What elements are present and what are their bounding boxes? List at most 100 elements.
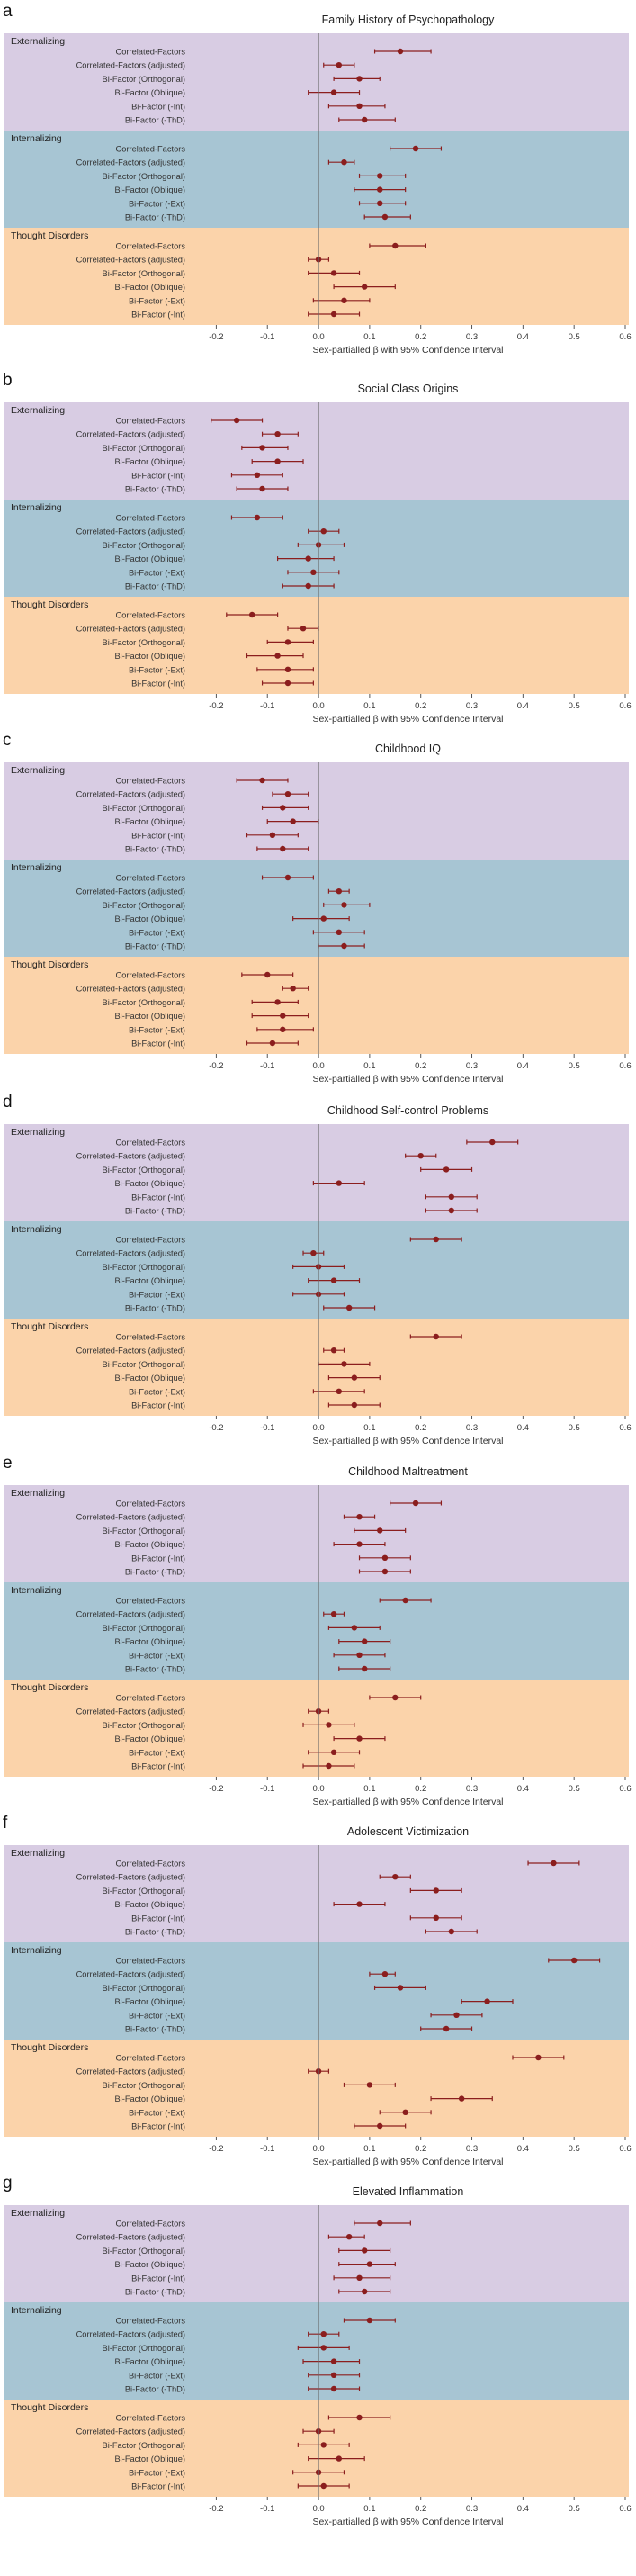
panel-d-row-label: Bi-Factor (Oblique) bbox=[114, 1179, 185, 1188]
panel-a-estimate-point bbox=[412, 145, 419, 152]
panel-a-x-tick-label: 0.6 bbox=[619, 332, 631, 342]
panel-d-group-label-1: Externalizing bbox=[11, 1127, 65, 1138]
panel-c-row-label: Bi-Factor (Orthogonal) bbox=[103, 901, 185, 910]
panel-g-estimate-point bbox=[362, 2247, 368, 2254]
panel-c-x-tick-label: 0.1 bbox=[363, 1061, 375, 1071]
panel-f-estimate-point bbox=[448, 1928, 454, 1935]
panel-f-row-label: Bi-Factor (Oblique) bbox=[114, 1997, 185, 2006]
panel-e-estimate-point bbox=[362, 1638, 368, 1644]
panel-c-estimate-point bbox=[269, 832, 276, 838]
panel-c-estimate-point bbox=[341, 902, 347, 908]
panel-a-estimate-point bbox=[392, 242, 399, 249]
panel-d-x-axis-label: Sex-partialled β with 95% Confidence Int… bbox=[312, 1436, 503, 1446]
panel-e-band-1 bbox=[4, 1485, 629, 1582]
panel-c-group-label-3: Thought Disorders bbox=[11, 959, 88, 970]
panel-b-x-tick-label: 0.2 bbox=[415, 701, 426, 711]
panel-d-row-label: Bi-Factor (-Ext) bbox=[129, 1290, 185, 1299]
panel-e-estimate-point bbox=[326, 1722, 332, 1728]
panel-c-x-tick-label: -0.1 bbox=[260, 1061, 274, 1071]
panel-b-estimate-point bbox=[300, 626, 307, 632]
panel-g-row-label: Correlated-Factors bbox=[116, 2220, 186, 2229]
panel-g-row-label: Bi-Factor (-Ext) bbox=[129, 2468, 185, 2477]
panel-f-estimate-point bbox=[377, 2122, 383, 2130]
panel-g-x-tick-label: 0.1 bbox=[363, 2504, 375, 2514]
panel-e-row-label: Bi-Factor (-ThD) bbox=[125, 1665, 185, 1674]
panel-g-estimate-point bbox=[320, 2442, 327, 2448]
panel-a-row-label: Bi-Factor (Oblique) bbox=[114, 283, 185, 292]
panel-a-row-label: Correlated-Factors bbox=[116, 242, 186, 251]
panel-a-estimate-point bbox=[330, 89, 337, 95]
panel-b-group-label-2: Internalizing bbox=[11, 502, 62, 513]
panel-f-row-label: Bi-Factor (Orthogonal) bbox=[103, 2081, 185, 2090]
panel-b-row-label: Correlated-Factors (adjusted) bbox=[76, 430, 185, 439]
panel-e-row-label: Bi-Factor (-ThD) bbox=[125, 1568, 185, 1577]
panel-d-x-tick-label: 0.6 bbox=[619, 1423, 631, 1433]
panel-f-group-label-3: Thought Disorders bbox=[11, 2042, 88, 2053]
panel-b-row-label: Bi-Factor (Oblique) bbox=[114, 652, 185, 661]
panel-d-row-label: Correlated-Factors (adjusted) bbox=[76, 1152, 185, 1161]
panel-c-title: Childhood IQ bbox=[375, 743, 441, 755]
panel-b-x-tick-label: 0.5 bbox=[569, 701, 580, 711]
panel-b-row-label: Correlated-Factors (adjusted) bbox=[76, 625, 185, 634]
panel-d-row-label: Bi-Factor (-ThD) bbox=[125, 1304, 185, 1313]
panel-g-row-label: Bi-Factor (-ThD) bbox=[125, 2385, 185, 2394]
panel-g-estimate-point bbox=[356, 2274, 363, 2281]
panel-e-estimate-point bbox=[351, 1625, 358, 1631]
panel-c-row-label: Bi-Factor (Orthogonal) bbox=[103, 804, 185, 813]
panel-f-row-label: Correlated-Factors bbox=[116, 2054, 186, 2063]
panel-g-row-label: Bi-Factor (-ThD) bbox=[125, 2288, 185, 2297]
panel-c-estimate-point bbox=[336, 888, 342, 895]
panel-g-row-label: Correlated-Factors (adjusted) bbox=[76, 2427, 185, 2436]
panel-d-band-2 bbox=[4, 1221, 629, 1319]
panel-c-x-tick-label: 0.2 bbox=[415, 1061, 426, 1071]
panel-d-estimate-point bbox=[433, 1236, 439, 1243]
panel-f-x-tick-label: 0.4 bbox=[517, 2144, 529, 2154]
panel-e-row-label: Correlated-Factors bbox=[116, 1500, 186, 1509]
panel-a-band-1 bbox=[4, 33, 629, 131]
panel-d-x-tick-label: 0.3 bbox=[466, 1423, 478, 1433]
panel-e-estimate-point bbox=[381, 1554, 389, 1562]
panel-a-row-label: Bi-Factor (-Int) bbox=[131, 311, 185, 320]
panel-f-estimate-point bbox=[366, 2082, 373, 2088]
panel-b-estimate-point bbox=[305, 555, 311, 562]
panel-b-row-label: Correlated-Factors bbox=[116, 514, 186, 523]
panel-e-x-tick-label: 0.6 bbox=[619, 1784, 631, 1794]
panel-f-letter: f bbox=[3, 1814, 8, 1833]
panel-d-band-3 bbox=[4, 1319, 629, 1416]
panel-g-row-label: Correlated-Factors (adjusted) bbox=[76, 2233, 185, 2242]
panel-g-row-label: Bi-Factor (Oblique) bbox=[114, 2454, 185, 2463]
panel-f-estimate-point bbox=[381, 1971, 389, 1977]
panel-a-row-label: Bi-Factor (-Ext) bbox=[129, 199, 185, 208]
panel-g-estimate-point bbox=[366, 2261, 373, 2267]
panel-c-estimate-point bbox=[284, 791, 291, 797]
panel-c-row-label: Bi-Factor (Orthogonal) bbox=[103, 998, 185, 1007]
panel-f-estimate-point bbox=[402, 2109, 408, 2115]
panel-c-row-label: Bi-Factor (-ThD) bbox=[125, 942, 185, 951]
panel-f-row-label: Bi-Factor (-Ext) bbox=[129, 2011, 185, 2020]
panel-f-x-tick-label: 0.0 bbox=[312, 2144, 324, 2154]
panel-a-x-tick-label: 0.3 bbox=[466, 332, 478, 342]
panel-f-estimate-point bbox=[392, 1874, 399, 1880]
panel-f-estimate-point bbox=[453, 2012, 460, 2018]
panel-b-row-label: Bi-Factor (-Int) bbox=[131, 471, 185, 480]
panel-g-band-3 bbox=[4, 2400, 629, 2497]
panel-c-estimate-point bbox=[280, 805, 286, 811]
panel-b-row-label: Correlated-Factors bbox=[116, 417, 186, 426]
panel-e-row-label: Correlated-Factors bbox=[116, 1694, 186, 1703]
panel-b-estimate-point bbox=[284, 666, 291, 672]
panel-a-row-label: Bi-Factor (Orthogonal) bbox=[103, 172, 185, 181]
panel-e-estimate-point bbox=[362, 1665, 368, 1672]
panel-e-estimate-point bbox=[392, 1694, 399, 1701]
panel-e-band-3 bbox=[4, 1680, 629, 1777]
panel-f-x-tick-label: 0.3 bbox=[466, 2144, 478, 2154]
panel-f-band-3 bbox=[4, 2040, 629, 2137]
panel-e-estimate-point bbox=[356, 1735, 363, 1742]
panel-b-estimate-point bbox=[233, 417, 240, 424]
panel-a-row-label: Bi-Factor (Oblique) bbox=[114, 88, 185, 97]
panel-f-x-tick-label: 0.1 bbox=[363, 2144, 375, 2154]
panel-f-row-label: Bi-Factor (Orthogonal) bbox=[103, 1887, 185, 1896]
panel-d-estimate-point bbox=[336, 1388, 342, 1395]
panel-d-x-tick-label: 0.0 bbox=[312, 1423, 324, 1433]
panel-e-x-tick-label: -0.1 bbox=[260, 1784, 274, 1794]
